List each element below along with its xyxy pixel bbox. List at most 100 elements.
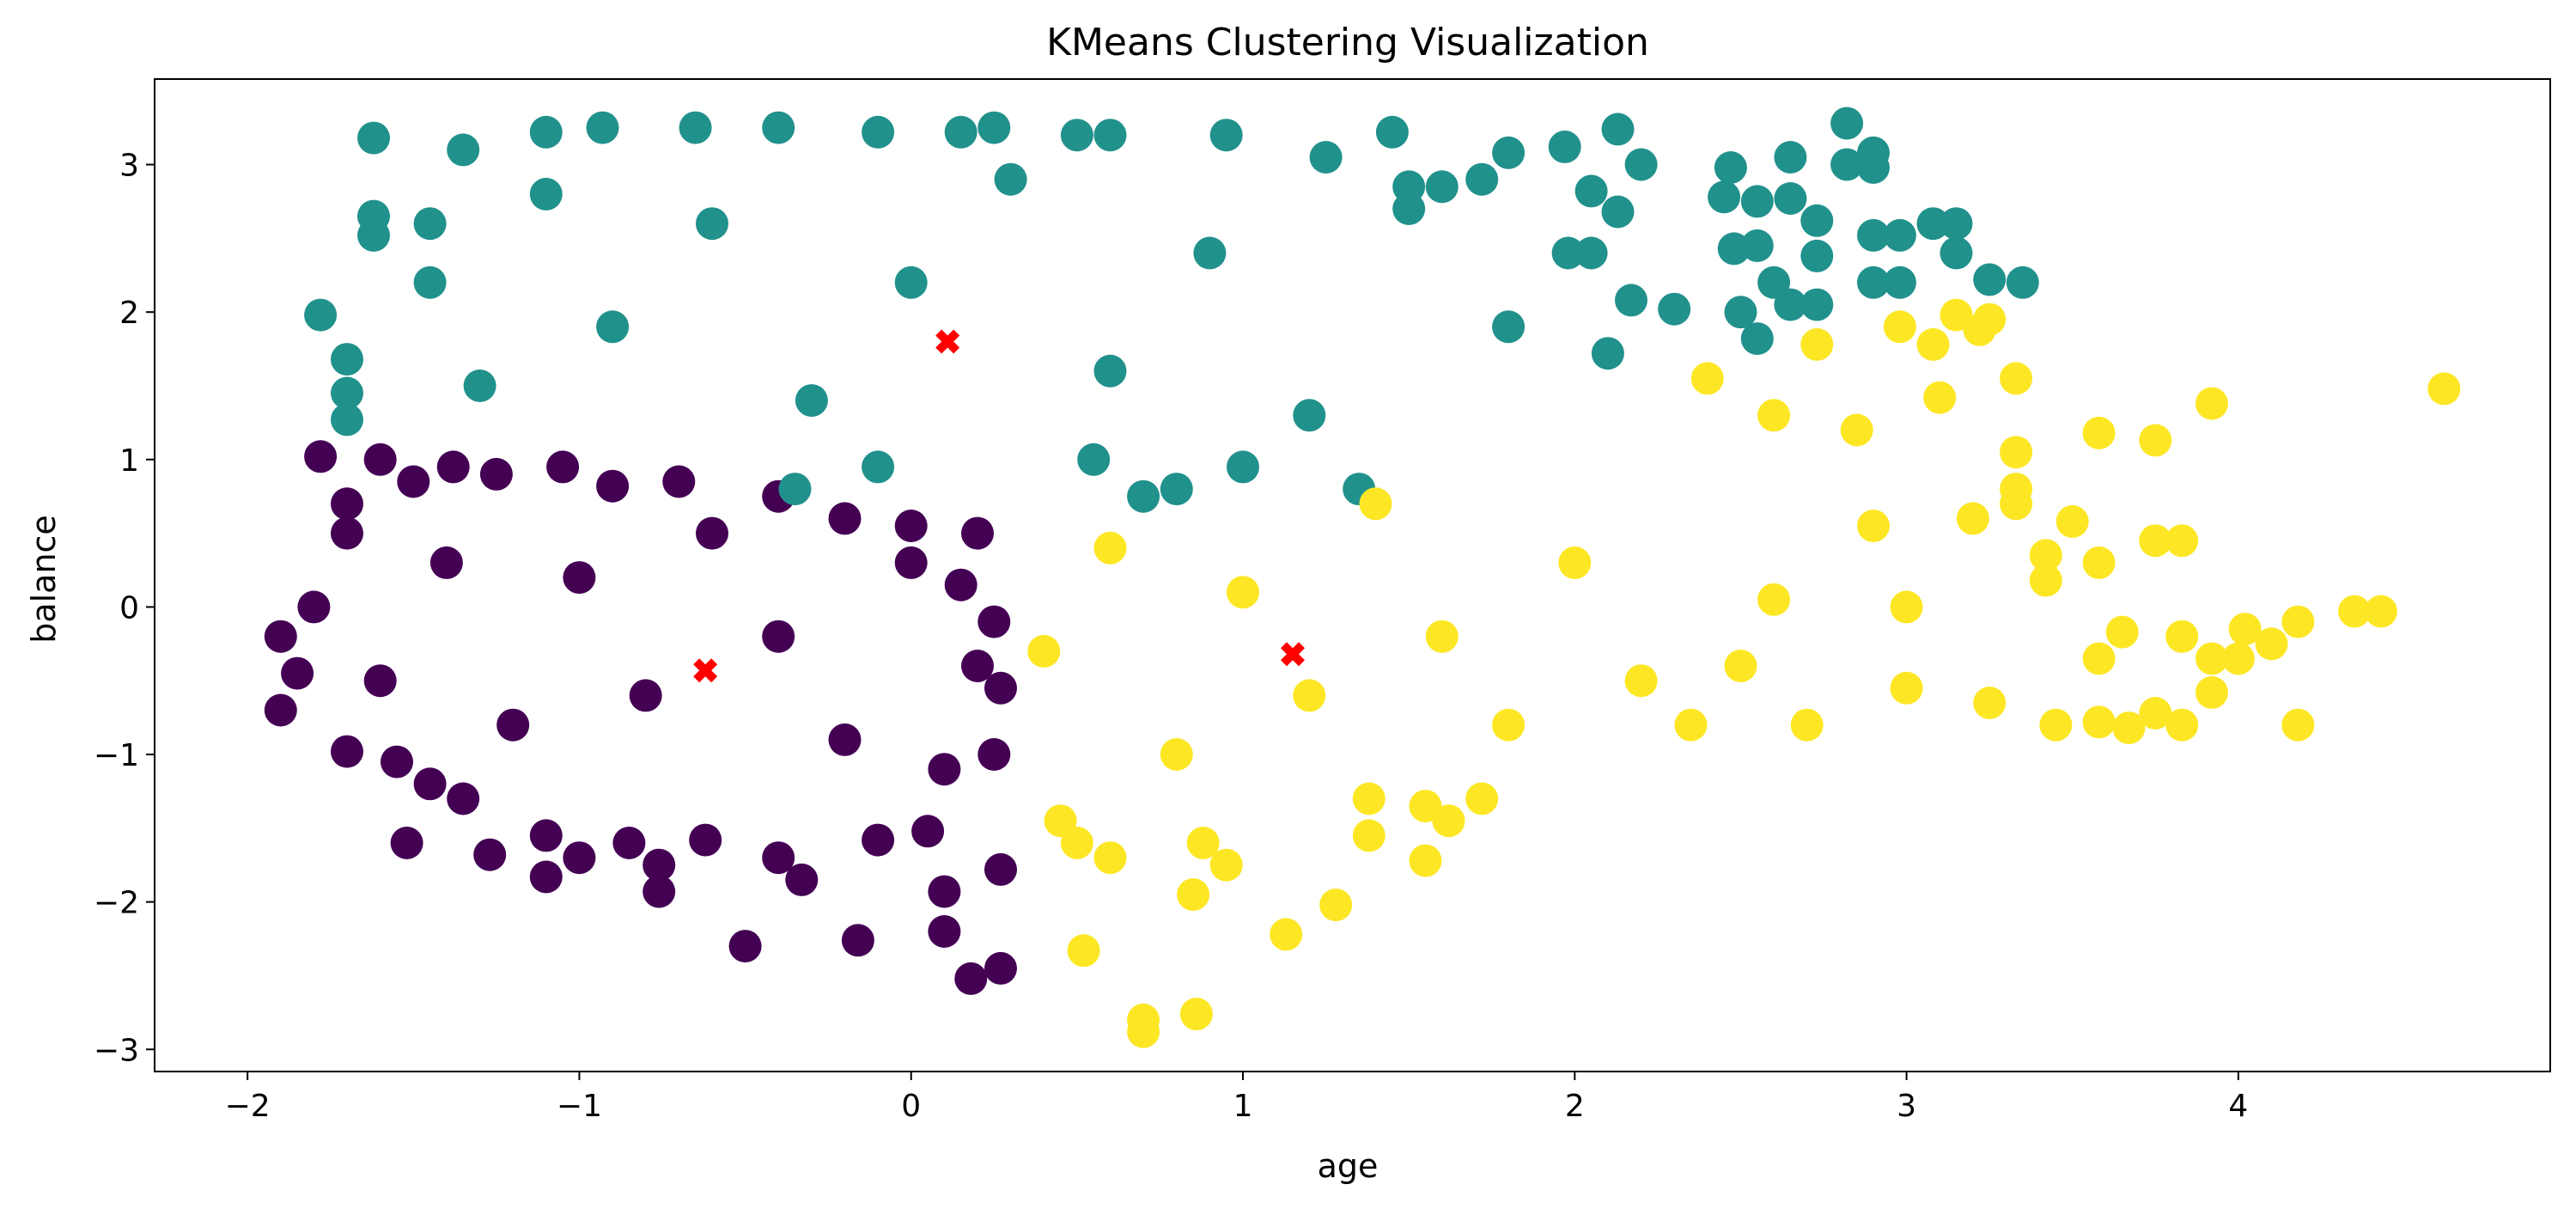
data-point-cluster-1	[1724, 296, 1757, 329]
data-point-cluster-0	[447, 782, 480, 815]
data-point-cluster-2	[1093, 531, 1127, 565]
data-point-cluster-2	[2055, 504, 2089, 538]
data-point-cluster-0	[762, 841, 795, 875]
data-point-cluster-2	[2281, 708, 2315, 742]
y-axis-label: balance	[25, 515, 63, 644]
data-point-cluster-2	[1409, 790, 1442, 823]
data-point-cluster-0	[596, 469, 630, 503]
data-point-cluster-2	[1067, 934, 1100, 968]
data-point-cluster-0	[529, 819, 563, 852]
data-point-cluster-1	[357, 218, 390, 252]
data-point-cluster-1	[1601, 195, 1635, 229]
data-point-cluster-0	[762, 620, 795, 653]
data-point-cluster-0	[954, 962, 988, 995]
y-tick-label: 3	[119, 149, 139, 184]
data-point-cluster-0	[828, 723, 862, 756]
data-point-cluster-0	[862, 823, 895, 857]
data-point-cluster-2	[1973, 687, 2007, 719]
data-point-cluster-1	[331, 343, 363, 376]
data-point-cluster-1	[977, 111, 1011, 144]
data-point-cluster-2	[2195, 642, 2228, 675]
data-point-cluster-2	[1359, 487, 1392, 521]
data-point-cluster-2	[1800, 327, 1834, 361]
data-point-cluster-2	[1624, 664, 1658, 698]
data-point-cluster-1	[1392, 170, 1426, 204]
data-point-cluster-0	[612, 827, 646, 859]
data-point-cluster-0	[331, 487, 363, 521]
data-point-cluster-2	[1956, 502, 1989, 535]
data-point-cluster-1	[862, 115, 895, 149]
data-point-cluster-2	[1883, 310, 1916, 344]
data-point-cluster-1	[1830, 148, 1864, 181]
data-point-cluster-2	[2000, 362, 2033, 395]
data-point-cluster-1	[447, 133, 480, 167]
data-point-cluster-1	[1883, 218, 1916, 252]
data-point-cluster-2	[2228, 613, 2262, 646]
data-point-cluster-1	[331, 403, 363, 437]
data-point-cluster-0	[529, 860, 563, 894]
data-point-cluster-1	[529, 177, 563, 211]
data-point-cluster-0	[363, 664, 397, 698]
data-point-cluster-1	[894, 266, 928, 299]
data-point-cluster-2	[2195, 387, 2228, 420]
data-point-cluster-2	[1270, 918, 1303, 951]
data-point-cluster-2	[2195, 675, 2228, 709]
data-point-cluster-2	[2165, 524, 2199, 558]
data-point-cluster-2	[1425, 620, 1459, 653]
data-point-cluster-2	[1940, 298, 1973, 332]
y-axis: −3 −2 −1 0 1 2 3	[94, 149, 155, 1068]
data-point-cluster-2	[2082, 642, 2116, 675]
data-point-cluster-1	[1800, 239, 1834, 272]
data-point-cluster-2	[2221, 642, 2255, 675]
data-point-cluster-0	[331, 735, 363, 768]
data-point-cluster-1	[1940, 207, 1973, 241]
data-point-cluster-1	[357, 121, 390, 155]
y-tick-label: 0	[119, 590, 139, 626]
data-point-cluster-0	[984, 852, 1017, 886]
data-point-cluster-0	[911, 815, 945, 848]
data-point-cluster-2	[1973, 302, 2007, 336]
data-point-cluster-2	[1060, 827, 1093, 859]
data-point-cluster-0	[642, 848, 676, 882]
data-point-cluster-1	[1740, 322, 1774, 356]
x-tick-label: −1	[557, 1089, 602, 1124]
x-tick-label: 4	[2228, 1089, 2248, 1124]
data-point-cluster-1	[529, 115, 563, 149]
data-point-cluster-0	[841, 924, 874, 957]
data-point-cluster-1	[1465, 162, 1499, 196]
data-point-cluster-1	[1973, 263, 2007, 296]
data-point-cluster-1	[1857, 266, 1890, 299]
data-point-cluster-0	[264, 620, 297, 653]
data-point-cluster-1	[1708, 180, 1741, 214]
chart-title: KMeans Clustering Visualization	[1046, 21, 1649, 64]
data-point-cluster-1	[1883, 266, 1916, 299]
data-point-cluster-1	[1209, 119, 1243, 152]
data-point-cluster-1	[762, 111, 795, 144]
data-point-cluster-1	[463, 369, 496, 402]
data-point-cluster-0	[281, 656, 314, 690]
x-axis-label: age	[1318, 1147, 1379, 1185]
data-point-cluster-1	[944, 115, 977, 149]
data-point-cluster-1	[1193, 236, 1227, 270]
data-point-cluster-1	[1551, 236, 1585, 270]
data-point-cluster-0	[429, 546, 463, 579]
data-point-cluster-2	[1127, 1015, 1160, 1048]
data-point-cluster-1	[1940, 236, 1973, 270]
data-point-cluster-2	[2112, 711, 2146, 745]
data-point-cluster-0	[264, 693, 297, 727]
data-point-cluster-2	[1492, 708, 1526, 742]
data-point-cluster-1	[1601, 113, 1635, 146]
centroid-marker	[693, 658, 718, 683]
centroid-marker	[1281, 642, 1305, 667]
data-point-cluster-2	[2039, 708, 2073, 742]
data-point-cluster-1	[1774, 288, 1807, 321]
data-point-cluster-2	[1724, 650, 1757, 682]
data-point-cluster-2	[1227, 576, 1259, 609]
data-point-cluster-0	[928, 915, 961, 948]
data-point-cluster-0	[984, 671, 1017, 705]
x-tick-label: 1	[1233, 1089, 1253, 1124]
data-point-cluster-1	[1624, 148, 1658, 181]
x-tick-label: 3	[1897, 1089, 1916, 1124]
